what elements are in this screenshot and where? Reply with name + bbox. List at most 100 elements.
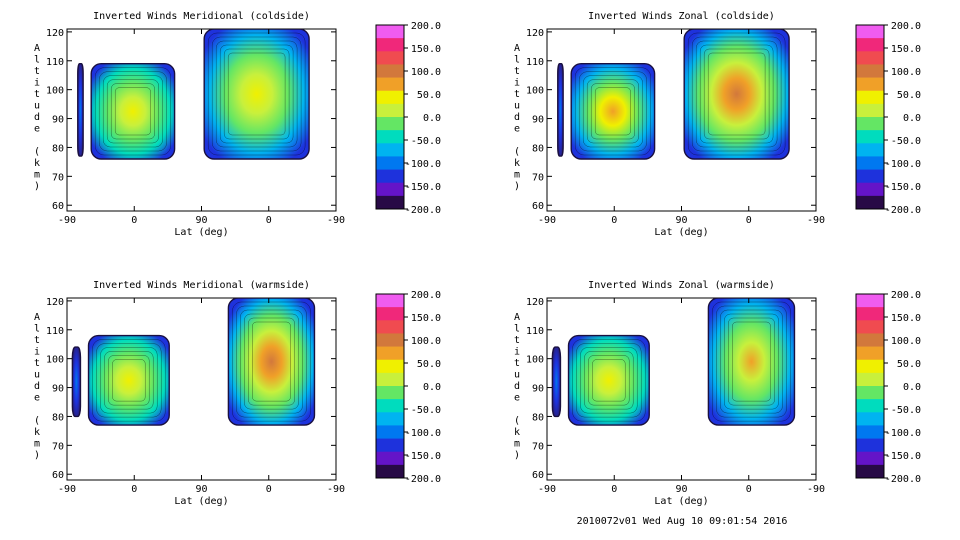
colorbar-tick-label: 150.0 — [411, 313, 441, 324]
colorbar-swatch — [376, 372, 404, 387]
colorbar-swatch — [376, 425, 404, 439]
colorbar-tick-label: -200.0 — [405, 205, 441, 216]
colorbar-swatch — [376, 130, 404, 144]
y-tick-label: 80 — [532, 412, 544, 423]
x-tick-label: 90 — [195, 215, 207, 226]
colorbar-swatch — [376, 359, 404, 374]
panel-1: -90 0 90 0 -90 60 70 80 90 100 110 120 Inverted Wind… — [34, 11, 441, 238]
y-tick-label: 90 — [532, 115, 544, 126]
contour-line — [106, 79, 159, 144]
panel-3: -90 0 90 0 -90 60 70 80 90 100 110 120 Inverted Wind… — [34, 280, 441, 507]
colorbar-tick-label: -200.0 — [885, 474, 921, 485]
y-tick-label: 80 — [52, 143, 64, 154]
contour-line — [240, 309, 303, 414]
x-tick-label: 0 — [266, 215, 272, 226]
colorbar-swatch — [376, 195, 404, 210]
contour-line — [207, 32, 306, 156]
colorbar-tick-label: -150.0 — [885, 182, 921, 193]
contour-region — [90, 62, 176, 160]
contour-region — [683, 29, 790, 160]
x-tick-label: 90 — [675, 484, 687, 495]
colorbar-swatch — [856, 143, 884, 157]
colorbar-swatch — [856, 294, 884, 308]
colorbar-swatch — [376, 438, 404, 453]
y-tick-label: 120 — [526, 28, 544, 39]
x-tick-label: 0 — [131, 484, 137, 495]
contour-line — [232, 301, 311, 422]
colorbar-tick-label: 50.0 — [897, 90, 921, 101]
y-tick-label: 70 — [52, 172, 64, 183]
colorbar-swatch — [856, 333, 884, 347]
y-tick-label: 70 — [532, 172, 544, 183]
colorbar-tick-label: -50.0 — [411, 136, 441, 147]
colorbar-swatch — [376, 25, 404, 39]
colorbar-swatch — [376, 169, 404, 184]
y-tick-label: 120 — [46, 297, 64, 308]
contour-line — [580, 347, 638, 414]
contour-line — [248, 317, 295, 406]
x-tick-label: 0 — [746, 484, 752, 495]
contour-line — [98, 71, 167, 152]
y-tick-label: 70 — [52, 441, 64, 452]
contour-line — [112, 359, 146, 402]
contour-region — [707, 298, 796, 426]
colorbar-swatch — [376, 117, 404, 131]
x-tick-label: -90 — [327, 484, 345, 495]
y-tick-label: 100 — [526, 86, 544, 97]
colorbar-tick-label: 0.0 — [423, 382, 441, 393]
colorbar-swatch — [856, 156, 884, 170]
colorbar-tick-label: -100.0 — [405, 159, 441, 170]
colorbar-tick-label: 150.0 — [891, 44, 921, 55]
contour-region — [567, 334, 650, 426]
colorbar-tick-label: 0.0 — [903, 382, 921, 393]
chart-title: Inverted Winds Zonal (coldside) — [588, 11, 775, 22]
contour-line — [724, 313, 779, 410]
colorbar-tick-label: -100.0 — [885, 428, 921, 439]
contour-line — [732, 321, 771, 402]
x-tick-label: -90 — [58, 484, 76, 495]
colorbar-swatch — [376, 333, 404, 347]
colorbar-swatch — [856, 372, 884, 387]
panel-2: -90 0 90 0 -90 60 70 80 90 100 110 120 Inverted Wind… — [514, 11, 921, 238]
y-tick-label: 70 — [532, 441, 544, 452]
x-tick-label: -90 — [327, 215, 345, 226]
contour-field — [551, 298, 796, 426]
contour-line — [572, 339, 646, 422]
contour-region — [87, 334, 170, 426]
contour-line — [578, 71, 647, 152]
contour-line — [244, 313, 299, 410]
colorbar-swatch — [856, 346, 884, 361]
colorbar-tick-label: 200.0 — [891, 290, 921, 301]
contour-line — [576, 343, 642, 418]
colorbar-swatch — [376, 38, 404, 52]
x-tick-label: -90 — [538, 484, 556, 495]
contour-line — [574, 67, 651, 156]
colorbar-tick-label: 200.0 — [411, 21, 441, 32]
contour-line — [211, 36, 302, 152]
colorbar-swatch — [856, 320, 884, 334]
contour-line — [219, 44, 294, 144]
colorbar-swatch — [376, 51, 404, 65]
x-tick-label: -90 — [807, 484, 825, 495]
colorbar-swatch — [856, 169, 884, 184]
contour-line — [590, 83, 635, 140]
contour-line — [712, 301, 791, 422]
colorbar-tick-label: 100.0 — [411, 67, 441, 78]
contour-line — [728, 317, 775, 406]
contour-region — [570, 62, 656, 160]
colorbar-tick-label: -100.0 — [405, 428, 441, 439]
colorbar-swatch — [856, 51, 884, 65]
contour-line — [588, 355, 630, 406]
contour-line — [695, 40, 778, 148]
colorbar-swatch — [376, 90, 404, 105]
y-tick-label: 110 — [46, 57, 64, 68]
contour-line — [236, 305, 307, 418]
colorbar-swatch — [376, 320, 404, 334]
colorbar-swatch — [376, 451, 404, 466]
contour-region — [557, 62, 564, 157]
colorbar-tick-label: 150.0 — [411, 44, 441, 55]
y-tick-label: 80 — [532, 143, 544, 154]
colorbar-swatch — [856, 103, 884, 118]
colorbar-swatch — [376, 346, 404, 361]
